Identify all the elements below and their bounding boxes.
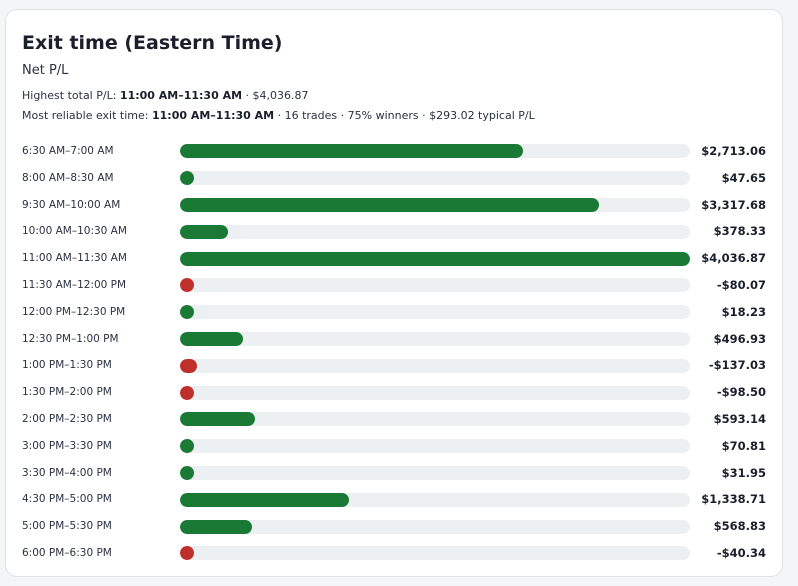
bar-track (180, 278, 690, 293)
chart-row: 12:30 PM–1:00 PM $496.93 (6, 326, 782, 353)
value-label: $4,036.87 (701, 251, 766, 266)
chart-row: 5:00 PM–5:30 PM $568.83 (6, 513, 782, 540)
chart-row: 9:30 AM–10:00 AM $3,317.68 (6, 192, 782, 219)
bar-track (180, 385, 690, 400)
bar-negative (180, 385, 194, 400)
value-label: $70.81 (721, 438, 766, 453)
category-label: 2:00 PM–2:30 PM (22, 412, 112, 425)
category-label: 5:00 PM–5:30 PM (22, 520, 112, 533)
bar-positive (180, 439, 194, 454)
bar-track (180, 439, 690, 454)
bar-positive (180, 492, 350, 507)
bar-positive (180, 224, 228, 239)
category-label: 12:00 PM–12:30 PM (22, 305, 126, 318)
reliable-exit-window: 11:00 AM–11:30 AM (151, 109, 275, 122)
bar-track (180, 305, 690, 320)
bar-positive (180, 305, 194, 320)
chart-row: 1:00 PM–1:30 PM -$137.03 (6, 352, 782, 379)
bar-negative (180, 546, 194, 561)
bar-track (180, 546, 690, 561)
category-label: 10:00 AM–10:30 AM (22, 225, 127, 238)
reliable-exit-prefix: Most reliable exit time: (22, 109, 152, 122)
card-subtitle: Net P/L (22, 63, 69, 78)
value-label: -$98.50 (716, 385, 766, 400)
bar-positive (180, 171, 194, 186)
category-label: 11:00 AM–11:30 AM (22, 252, 127, 265)
bar-positive (180, 412, 255, 427)
bar-track (180, 197, 690, 212)
reliable-exit-summary: Most reliable exit time: 11:00 AM–11:30 … (22, 109, 535, 122)
chart-row: 3:00 PM–3:30 PM $70.81 (6, 433, 782, 460)
highest-pl-prefix: Highest total P/L: (22, 89, 120, 102)
bar-positive (180, 197, 600, 212)
bar-positive (180, 331, 243, 346)
value-label: $1,338.71 (701, 492, 766, 507)
chart-row: 8:00 AM–8:30 AM $47.65 (6, 165, 782, 192)
value-label: $3,317.68 (701, 197, 766, 212)
bar-track (180, 519, 690, 534)
bar-track (180, 492, 690, 507)
category-label: 6:30 AM–7:00 AM (22, 145, 114, 157)
highest-pl-window: 11:00 AM–11:30 AM (119, 89, 243, 102)
chart-row: 6:00 PM–6:30 PM -$40.34 (6, 540, 782, 567)
chart-row: 3:30 PM–4:00 PM $31.95 (6, 460, 782, 487)
bar-positive (180, 519, 252, 534)
chart-row: 4:30 PM–5:00 PM $1,338.71 (6, 486, 782, 513)
value-label: $568.83 (713, 519, 766, 534)
card-title: Exit time (Eastern Time) (22, 32, 283, 54)
category-label: 12:30 PM–1:00 PM (22, 332, 119, 345)
bar-negative (180, 358, 198, 373)
value-label: $496.93 (713, 331, 766, 346)
category-label: 8:00 AM–8:30 AM (22, 171, 114, 184)
chart-row: 2:00 PM–2:30 PM $593.14 (6, 406, 782, 433)
bar-track (180, 331, 690, 346)
value-label: $18.23 (721, 304, 766, 319)
bar-track (180, 224, 690, 239)
bar-positive (180, 465, 194, 480)
exit-time-card: Exit time (Eastern Time) Net P/L Highest… (5, 9, 783, 577)
category-label: 3:30 PM–4:00 PM (22, 466, 112, 479)
chart-row: 6:30 AM–7:00 AM $2,713.06 (6, 138, 782, 165)
chart-row: 11:00 AM–11:30 AM $4,036.87 (6, 245, 782, 272)
bar-positive (180, 251, 690, 266)
bar-track (180, 144, 690, 159)
bar-track (180, 358, 690, 373)
chart-row: 1:30 PM–2:00 PM -$98.50 (6, 379, 782, 406)
chart-row: 12:00 PM–12:30 PM $18.23 (6, 299, 782, 326)
category-label: 1:30 PM–2:00 PM (22, 386, 112, 399)
value-label: -$80.07 (716, 277, 766, 292)
bar-chart: 6:30 AM–7:00 AM $2,713.06 8:00 AM–8:30 AM $… (6, 138, 782, 567)
bar-track (180, 171, 690, 186)
value-label: $593.14 (713, 411, 766, 426)
category-label: 9:30 AM–10:00 AM (22, 198, 121, 211)
bar-track (180, 465, 690, 480)
value-label: $47.65 (721, 170, 766, 185)
category-label: 11:30 AM–12:00 PM (22, 278, 127, 291)
highest-pl-summary: Highest total P/L: 11:00 AM–11:30 AM · $… (22, 89, 309, 102)
category-label: 1:00 PM–1:30 PM (22, 359, 112, 372)
bar-negative (180, 278, 194, 293)
category-label: 6:00 PM–6:30 PM (22, 546, 112, 559)
bar-positive (180, 144, 523, 159)
category-label: 4:30 PM–5:00 PM (22, 493, 112, 506)
value-label: -$40.34 (716, 545, 766, 560)
category-label: 3:00 PM–3:30 PM (22, 439, 112, 452)
chart-row: 11:30 AM–12:00 PM -$80.07 (6, 272, 782, 299)
chart-row: 10:00 AM–10:30 AM $378.33 (6, 218, 782, 245)
value-label: $31.95 (721, 465, 766, 480)
bar-track (180, 251, 690, 266)
value-label: $2,713.06 (701, 144, 766, 158)
reliable-exit-rest: · 16 trades · 75% winners · $293.02 typi… (274, 109, 535, 122)
bar-track (180, 412, 690, 427)
value-label: $378.33 (713, 224, 766, 239)
highest-pl-rest: · $4,036.87 (242, 89, 309, 102)
value-label: -$137.03 (708, 358, 766, 373)
